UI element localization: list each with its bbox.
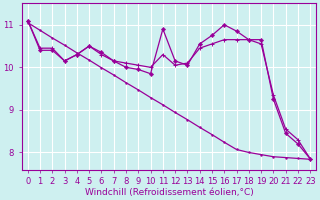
X-axis label: Windchill (Refroidissement éolien,°C): Windchill (Refroidissement éolien,°C) — [84, 188, 253, 197]
